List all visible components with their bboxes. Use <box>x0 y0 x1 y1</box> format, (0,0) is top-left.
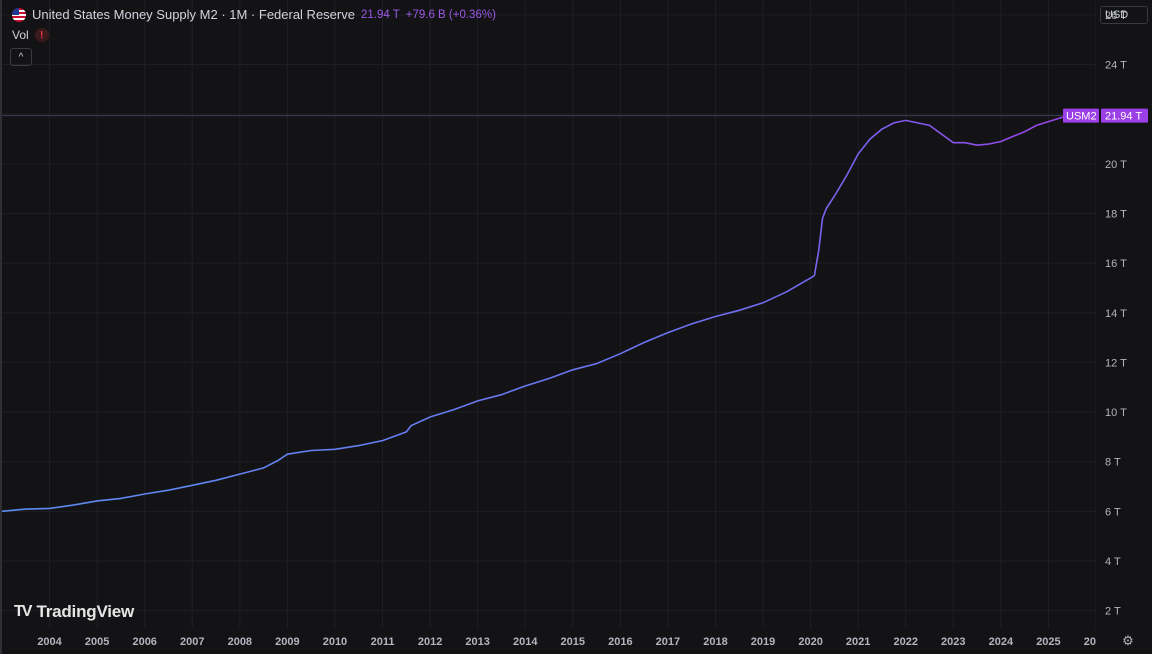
y-tick-label: 16 T <box>1105 258 1127 270</box>
chart-legend: United States Money Supply M2 · 1M · Fed… <box>12 7 496 22</box>
tradingview-logo: TV TradingView <box>14 602 134 622</box>
y-tick-label: 10 T <box>1105 407 1127 419</box>
x-tick-label: 2013 <box>465 636 489 648</box>
x-tick-label: 2019 <box>751 636 775 648</box>
y-tick-label: 18 T <box>1105 208 1127 220</box>
usm2-series-line[interactable] <box>2 114 1069 513</box>
vol-label: Vol <box>12 28 29 42</box>
x-tick-label: 2010 <box>323 636 347 648</box>
x-tick-label: 2009 <box>275 636 299 648</box>
y-tick-label: 14 T <box>1105 308 1127 320</box>
x-tick-label: 2005 <box>85 636 109 648</box>
volume-indicator[interactable]: Vol ! <box>12 28 49 42</box>
x-tick-label: 2014 <box>513 636 538 648</box>
y-tick-label: 2 T <box>1105 606 1121 618</box>
y-tick-label: 26 T <box>1105 10 1127 22</box>
x-tick-label: 2026 <box>1084 636 1096 648</box>
symbol-title[interactable]: United States Money Supply M2 · 1M · Fed… <box>32 7 355 22</box>
price-axis[interactable]: 26 T 24 T 22 T 20 T 18 T 16 T 14 T 12 T 10 T 8 T 6… <box>1096 0 1152 628</box>
x-tick-label: 2021 <box>846 636 870 648</box>
x-tick-label: 2018 <box>703 636 727 648</box>
x-tick-label: 2015 <box>561 636 585 648</box>
x-tick-label: 2006 <box>132 636 156 648</box>
y-tick-label: 8 T <box>1105 457 1121 469</box>
y-tick-label: 12 T <box>1105 357 1127 369</box>
x-tick-label: 2025 <box>1036 636 1060 648</box>
change-value: +79.6 B (+0.36%) <box>405 8 496 21</box>
us-flag-icon <box>12 7 26 22</box>
y-tick-label: 24 T <box>1105 60 1127 72</box>
chart-plot-area[interactable] <box>2 0 1096 628</box>
x-tick-label: 2023 <box>941 636 965 648</box>
y-tick-label: 6 T <box>1105 506 1121 518</box>
last-value: 21.94 T <box>360 8 400 21</box>
y-tick-label: 4 T <box>1105 556 1121 568</box>
y-tick-label: 22 T <box>1105 109 1127 121</box>
x-tick-label: 2020 <box>798 636 822 648</box>
y-tick-label: 20 T <box>1105 159 1127 171</box>
warning-icon[interactable]: ! <box>34 28 49 42</box>
x-tick-label: 2007 <box>180 636 204 648</box>
x-tick-label: 2016 <box>608 636 632 648</box>
grid-lines <box>2 0 1096 628</box>
x-tick-label: 2017 <box>656 636 680 648</box>
x-tick-label: 2022 <box>893 636 917 648</box>
time-axis[interactable]: 2004 2005 2006 2007 2008 2009 2010 2011 2012 2013… <box>2 628 1096 654</box>
collapse-legend-button[interactable]: ^ <box>10 48 32 66</box>
tradingview-logo-text: TradingView <box>36 602 135 621</box>
tradingview-logo-icon: TV <box>14 603 33 620</box>
x-tick-label: 2008 <box>228 636 252 648</box>
currency-selector[interactable]: USD <box>1100 6 1148 24</box>
x-tick-label: 2004 <box>37 636 62 648</box>
x-tick-label: 2024 <box>989 636 1014 648</box>
gear-icon[interactable]: ⚙ <box>1122 633 1134 648</box>
x-tick-label: 2012 <box>418 636 442 648</box>
x-tick-label: 2011 <box>371 636 395 648</box>
